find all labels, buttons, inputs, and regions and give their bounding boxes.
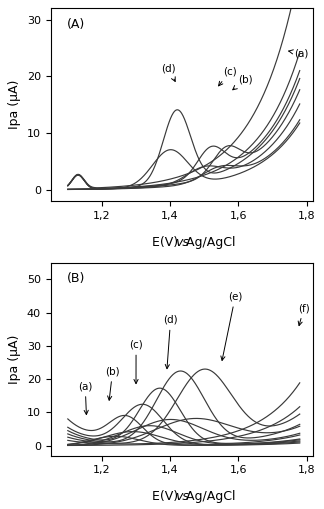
Text: (c): (c) <box>129 340 143 384</box>
Text: (d): (d) <box>162 64 176 81</box>
Text: (A): (A) <box>66 18 85 31</box>
Text: E(V): E(V) <box>152 236 182 249</box>
Text: (f): (f) <box>298 303 310 326</box>
Y-axis label: Ipa (μA): Ipa (μA) <box>8 80 21 129</box>
Text: (a): (a) <box>78 381 92 414</box>
Text: vs: vs <box>175 490 189 503</box>
Y-axis label: Ipa (μA): Ipa (μA) <box>8 334 21 384</box>
Text: Ag/AgCl: Ag/AgCl <box>182 236 236 249</box>
Text: vs: vs <box>175 236 189 249</box>
Text: Ag/AgCl: Ag/AgCl <box>182 490 236 503</box>
Text: (B): (B) <box>66 272 85 286</box>
Text: (d): (d) <box>163 315 178 369</box>
Text: (a): (a) <box>289 48 309 59</box>
Text: (b): (b) <box>233 74 253 90</box>
Text: (e): (e) <box>221 291 242 360</box>
Text: E(V): E(V) <box>152 490 182 503</box>
Text: (c): (c) <box>219 67 237 86</box>
Text: (b): (b) <box>105 366 120 400</box>
